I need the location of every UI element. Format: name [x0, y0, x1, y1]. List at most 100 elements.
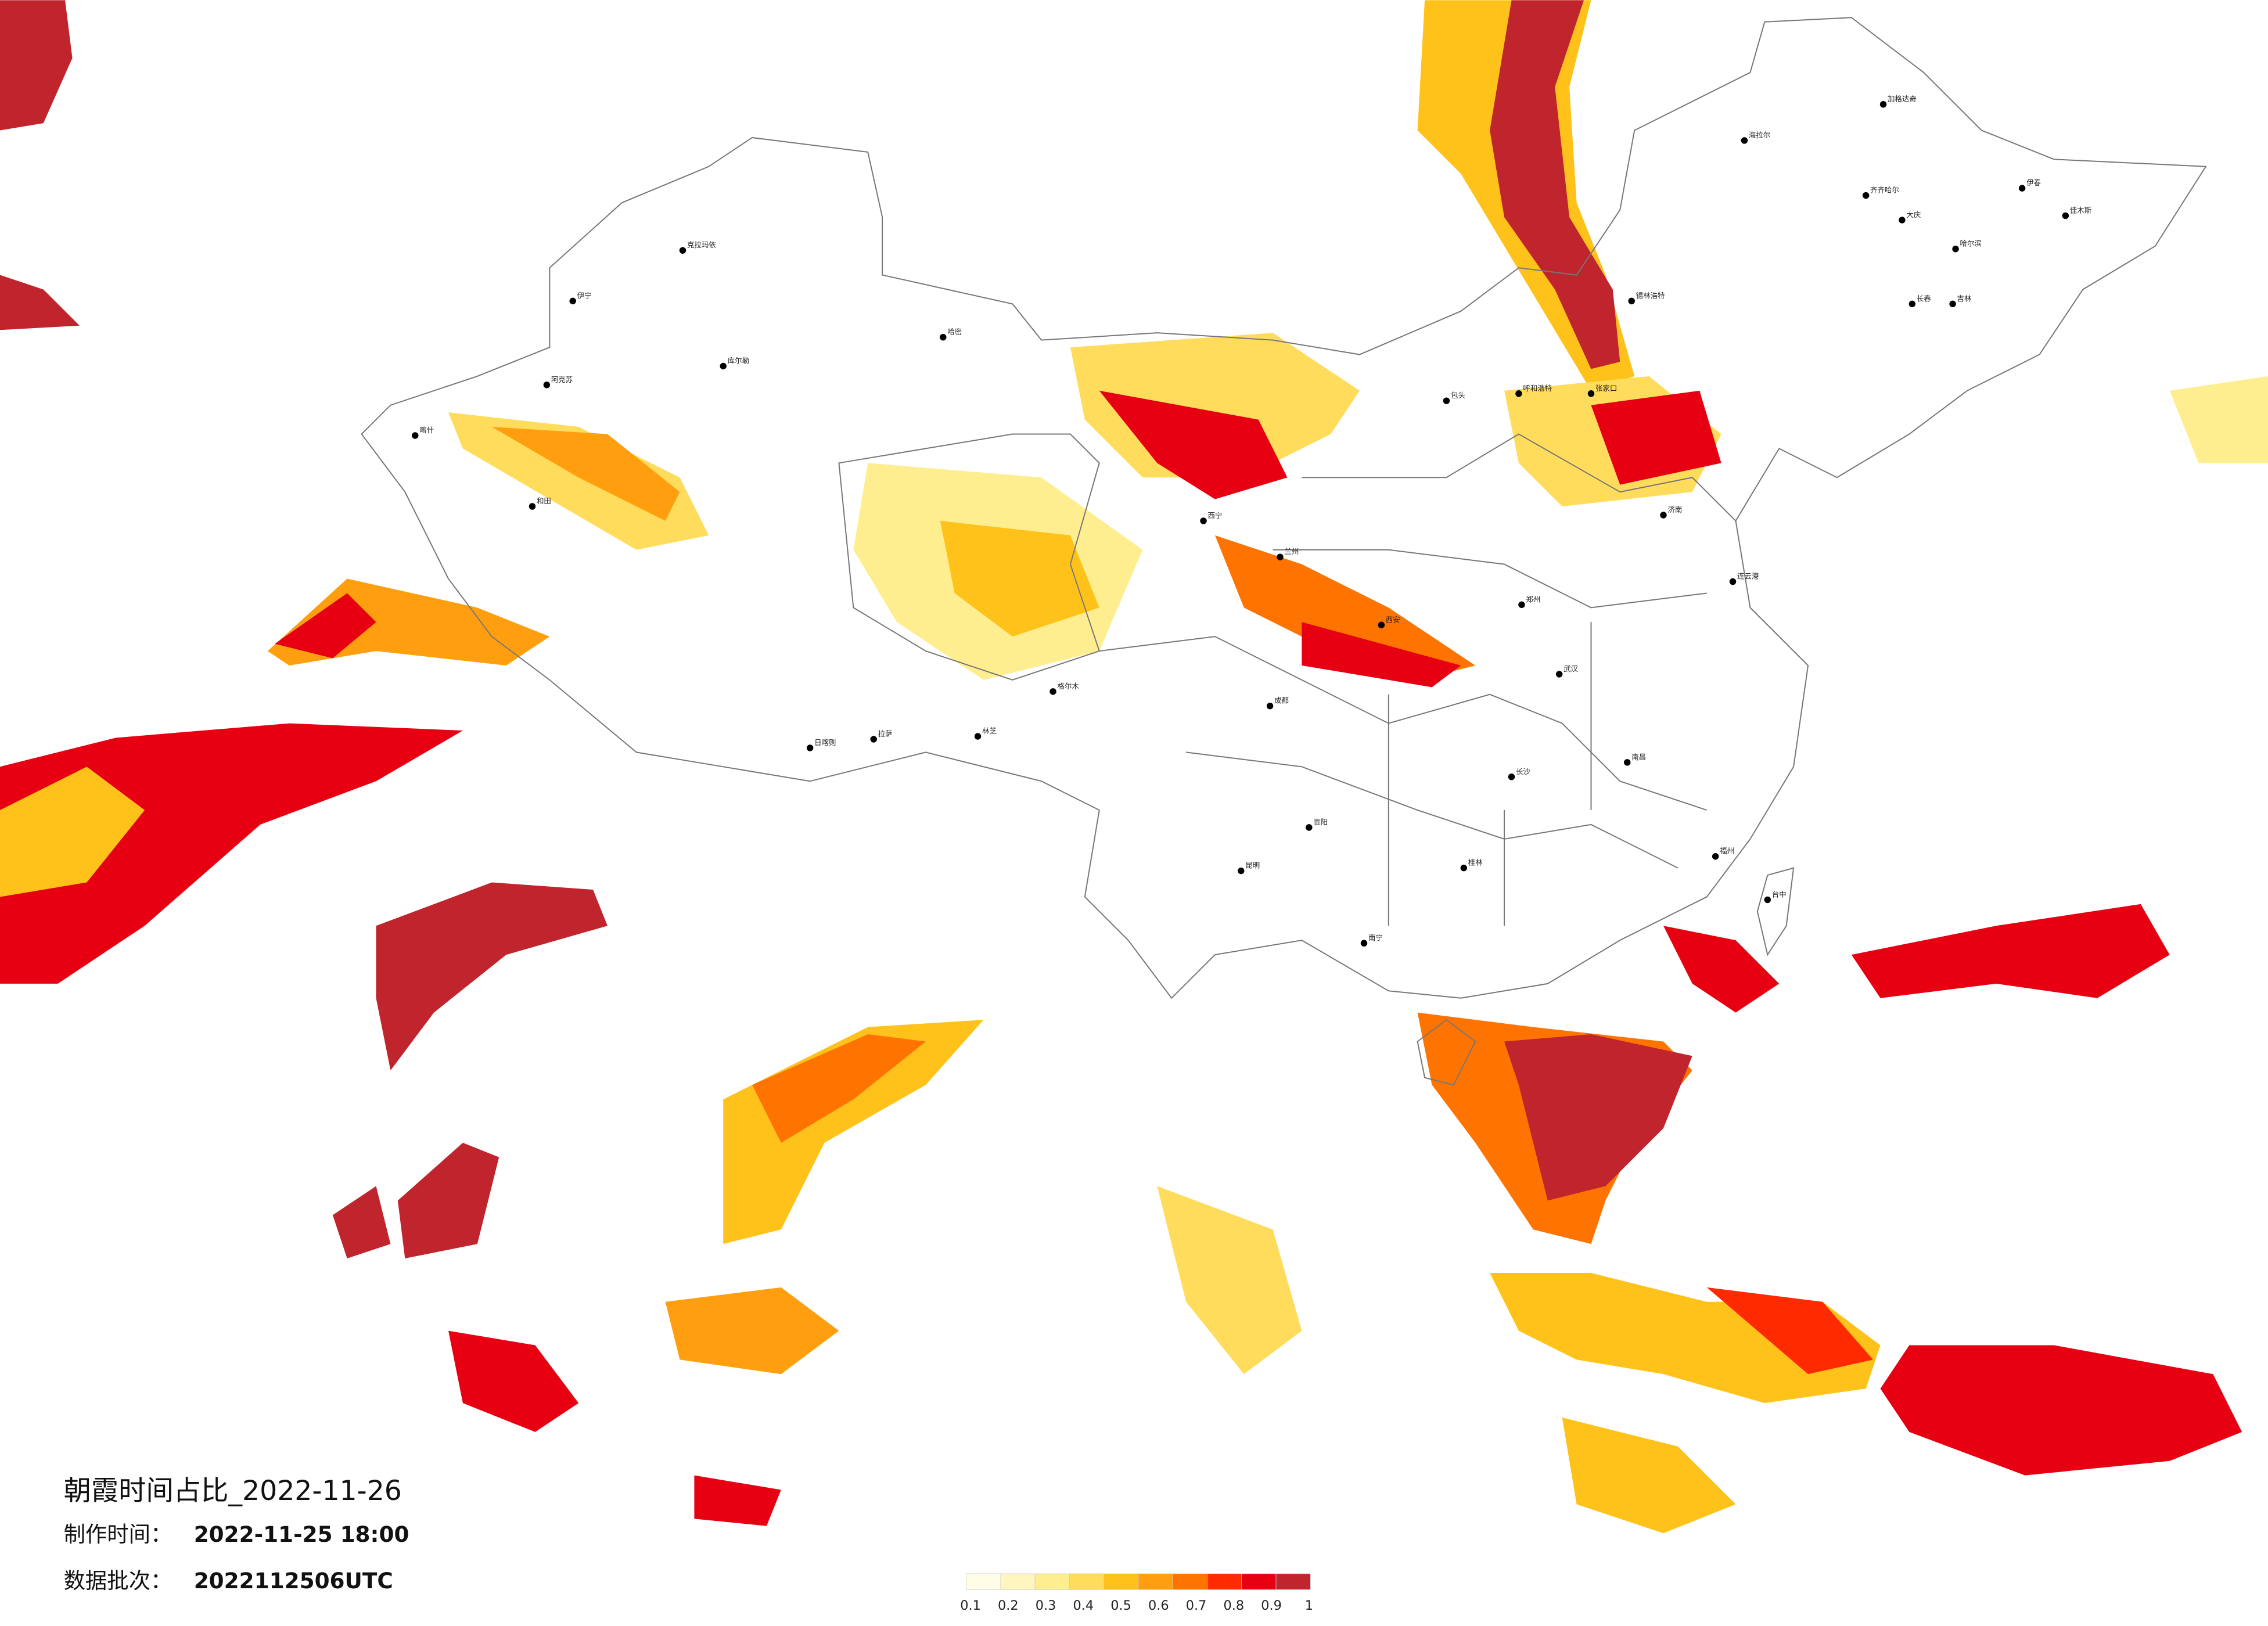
- legend-swatch: [1034, 1573, 1070, 1590]
- city-label: 南昌: [1631, 753, 1646, 761]
- city-dot: [1200, 517, 1207, 524]
- city-label: 库尔勒: [728, 356, 749, 365]
- city-label: 锡林浩特: [1636, 291, 1665, 300]
- map-title: 朝霞时间占比_2022-11-26: [64, 1475, 402, 1507]
- city-dot: [1879, 100, 1887, 108]
- city-dot: [529, 503, 536, 510]
- legend-tick-label: 0.7: [1186, 1598, 1207, 1613]
- city-label: 哈尔滨: [1960, 239, 1982, 248]
- city-label: 桂林: [1468, 858, 1483, 867]
- legend-tick-label: 0.1: [960, 1598, 981, 1613]
- legend-tick-label: 0.8: [1224, 1598, 1245, 1613]
- city-dot: [543, 382, 551, 388]
- city-label: 阿克苏: [551, 375, 573, 384]
- city-dot: [1518, 601, 1525, 609]
- city-dot: [1238, 867, 1245, 875]
- city-dot: [1360, 940, 1368, 947]
- city-label: 喀什: [419, 426, 434, 434]
- legend-tick-label: 0.6: [1148, 1598, 1169, 1613]
- city-dot: [1266, 702, 1274, 710]
- city-label: 台中: [1772, 890, 1787, 898]
- city-label: 和田: [537, 497, 551, 505]
- city-label: 贵阳: [1313, 818, 1328, 826]
- city-dot: [974, 733, 982, 740]
- city-dot: [569, 297, 576, 305]
- legend-tick-label: 0.9: [1261, 1598, 1282, 1613]
- city-label: 拉萨: [878, 729, 893, 738]
- city-label: 西宁: [1208, 511, 1223, 520]
- legend-tick-label: 0.5: [1110, 1598, 1131, 1613]
- city-dot: [1049, 688, 1056, 695]
- legend-swatch: [1000, 1573, 1036, 1590]
- city-label: 长春: [1917, 294, 1931, 303]
- legend-swatch: [1275, 1573, 1311, 1590]
- city-dot: [720, 362, 727, 370]
- city-dot: [1378, 621, 1385, 628]
- city-label: 格尔木: [1058, 682, 1080, 690]
- city-dot: [806, 744, 814, 751]
- city-label: 大庆: [1906, 210, 1921, 219]
- city-label: 武汉: [1563, 664, 1578, 673]
- city-label: 郑州: [1526, 595, 1540, 603]
- city-label: 佳木斯: [2070, 206, 2091, 214]
- legend-tick-label: 0.4: [1073, 1598, 1094, 1613]
- city-label: 日喀则: [814, 738, 836, 747]
- city-dot: [1624, 759, 1631, 766]
- city-dot: [1555, 671, 1563, 678]
- city-dot: [1899, 217, 1906, 224]
- legend-swatch: [1104, 1573, 1139, 1590]
- city-dot: [1508, 774, 1515, 780]
- city-label: 伊宁: [577, 291, 592, 300]
- legend-swatch: [1138, 1573, 1173, 1590]
- legend-swatch: [966, 1573, 1001, 1590]
- city-dot: [1908, 300, 1916, 308]
- city-label: 齐齐哈尔: [1870, 186, 1899, 195]
- city-label: 长沙: [1516, 767, 1530, 776]
- city-dot: [1729, 578, 1737, 585]
- city-label: 张家口: [1595, 384, 1617, 393]
- legend-tick-label: 1: [1305, 1598, 1313, 1613]
- legend-tick-label: 0.3: [1036, 1598, 1056, 1613]
- legend-tick-label: 0.2: [998, 1598, 1019, 1613]
- city-dot: [1660, 512, 1667, 519]
- legend-swatch: [1207, 1573, 1242, 1590]
- city-dot: [1460, 864, 1468, 872]
- city-dot: [1862, 192, 1870, 199]
- legend-swatch: [1241, 1573, 1277, 1590]
- legend: 0.1 0.2 0.3 0.4 0.5 0.6 0.7 0.8 0.9 1: [960, 1573, 1313, 1613]
- city-dot: [1515, 390, 1522, 397]
- city-dot: [1952, 246, 1959, 253]
- city-dot: [1587, 390, 1595, 397]
- city-label: 南宁: [1368, 933, 1383, 942]
- city-dot: [1764, 896, 1771, 904]
- city-label: 连云港: [1737, 572, 1759, 581]
- city-label: 海拉尔: [1749, 131, 1770, 139]
- city-dot: [1306, 824, 1313, 831]
- city-label: 西安: [1386, 615, 1400, 624]
- city-dot: [1628, 297, 1635, 305]
- city-dot: [412, 432, 419, 439]
- city-label: 林芝: [982, 726, 997, 735]
- city-dot: [2062, 212, 2069, 220]
- batch-label: 数据批次：: [64, 1568, 172, 1593]
- made-label: 制作时间：: [64, 1521, 172, 1547]
- city-dot: [679, 247, 686, 254]
- borders: [361, 17, 2207, 1086]
- city-label: 吉林: [1957, 294, 1972, 303]
- legend-swatch: [1172, 1573, 1207, 1590]
- city-label: 济南: [1667, 505, 1682, 514]
- city-label: 哈密: [947, 328, 962, 336]
- city-label: 福州: [1720, 847, 1734, 855]
- legend-swatch: [1069, 1573, 1105, 1590]
- city-dot: [1277, 553, 1284, 560]
- city-label: 克拉玛依: [687, 240, 716, 249]
- city-label: 呼和浩特: [1523, 384, 1552, 393]
- city-dot: [1712, 852, 1719, 860]
- city-label: 昆明: [1245, 861, 1260, 870]
- batch: 2022112506UTC: [194, 1568, 393, 1593]
- city-label: 兰州: [1285, 547, 1299, 556]
- city-dot: [2018, 185, 2026, 192]
